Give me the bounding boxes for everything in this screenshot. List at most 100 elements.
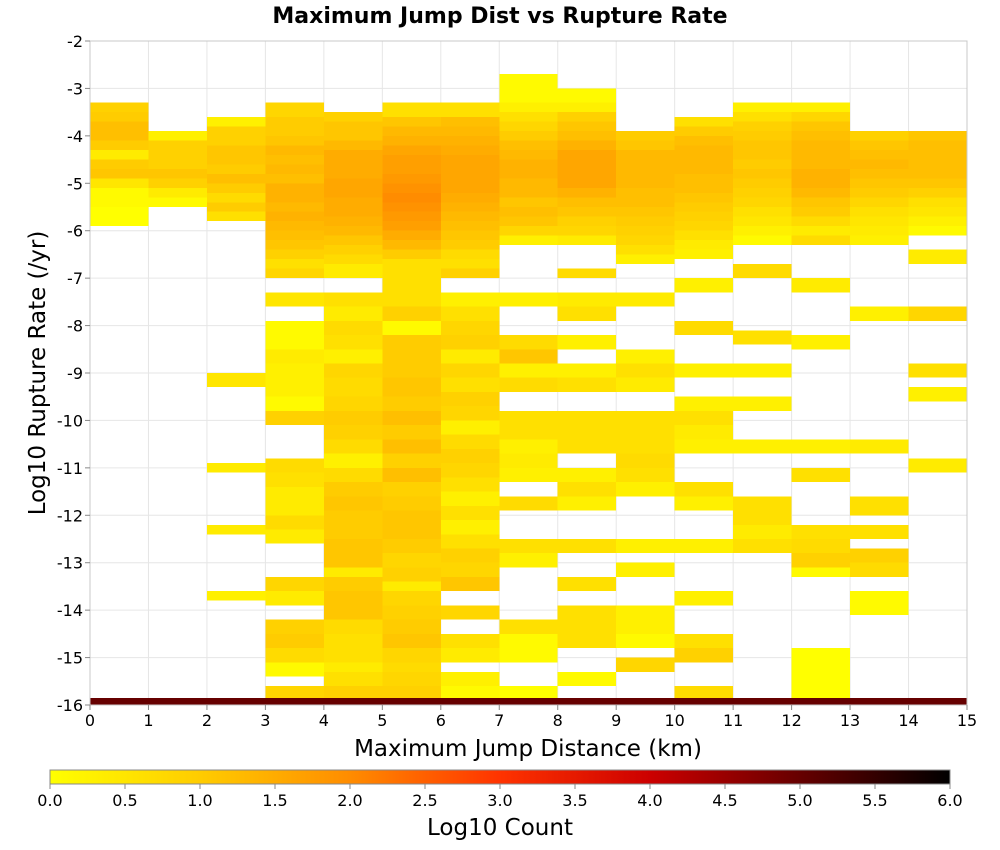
heatmap-cell — [499, 102, 558, 113]
x-tick-label: 2 — [202, 711, 212, 730]
heatmap-cell — [148, 188, 207, 198]
x-tick-label: 14 — [898, 711, 918, 730]
heatmap-cell — [616, 131, 675, 141]
heatmap-cell — [616, 225, 675, 236]
heatmap-cell — [206, 154, 266, 165]
heatmap-cell — [616, 188, 675, 198]
heatmap-cell — [499, 207, 558, 217]
heatmap-cell — [674, 192, 734, 203]
heatmap-cell — [382, 425, 441, 440]
heatmap-cell — [733, 150, 792, 160]
heatmap-cell — [616, 605, 675, 620]
heatmap-cell — [557, 377, 617, 392]
heatmap-cell — [674, 183, 734, 193]
heatmap-cell — [499, 159, 558, 170]
y-tick-label: -6 — [67, 222, 83, 241]
heatmap-cell — [908, 140, 967, 151]
heatmap-cell — [733, 112, 792, 122]
heatmap-cell — [206, 135, 266, 146]
heatmap-cell — [440, 491, 500, 506]
heatmap-cell — [323, 510, 383, 525]
heatmap-cell — [265, 268, 324, 279]
heatmap-cell — [382, 164, 441, 174]
y-tick-label: -10 — [57, 411, 83, 430]
heatmap-cell — [440, 605, 500, 620]
heatmap-cell — [440, 562, 500, 577]
heatmap-cell — [265, 126, 324, 136]
heatmap-cell — [616, 292, 675, 307]
heatmap-cell — [265, 501, 324, 516]
heatmap-cell — [323, 591, 383, 606]
heatmap-cell — [440, 534, 500, 549]
heatmap-cell — [440, 463, 500, 478]
heatmap-cell — [557, 178, 617, 189]
colorbar-tick-label: 1.0 — [187, 791, 212, 810]
heatmap-cell — [265, 230, 324, 241]
y-tick-label: -13 — [57, 554, 83, 573]
x-tick-label: 5 — [377, 711, 387, 730]
x-axis-label: Maximum Jump Distance (km) — [354, 736, 702, 762]
heatmap-cell — [616, 425, 675, 440]
heatmap-cell — [557, 335, 617, 350]
heatmap-cell — [499, 150, 558, 160]
heatmap-cell — [323, 619, 383, 634]
heatmap-cell — [674, 439, 734, 454]
heatmap-cell — [791, 197, 851, 207]
heatmap-cell — [323, 605, 383, 620]
heatmap-cell — [323, 453, 383, 468]
heatmap-cell — [440, 406, 500, 421]
heatmap-cell — [674, 320, 734, 336]
heatmap-cell — [674, 240, 734, 250]
heatmap-cell — [382, 102, 441, 117]
heatmap-cell — [791, 207, 851, 217]
heatmap-cell — [499, 131, 558, 141]
heatmap-cell — [557, 439, 617, 454]
heatmap-cell — [440, 477, 500, 492]
y-tick-label: -2 — [67, 32, 83, 51]
heatmap-cell — [265, 648, 324, 663]
heatmap-cell — [382, 192, 441, 203]
heatmap-cell — [557, 306, 617, 321]
heatmap-cell — [616, 169, 675, 179]
heatmap-cell — [440, 671, 500, 687]
heatmap-cell — [382, 553, 441, 568]
heatmap-cell — [791, 539, 851, 554]
heatmap-cell — [791, 278, 851, 293]
heatmap-cell — [382, 482, 441, 497]
heatmap-cell — [791, 112, 851, 122]
heatmap-cell — [265, 192, 324, 203]
heatmap-cell — [323, 335, 383, 350]
heatmap-cell — [674, 633, 734, 649]
heatmap-cell — [90, 159, 149, 170]
heatmap-cell — [265, 183, 324, 193]
heatmap-cell — [908, 458, 967, 473]
heatmap-cell — [499, 74, 558, 89]
heatmap-cell — [265, 116, 324, 127]
heatmap-cell — [850, 548, 909, 563]
heatmap-cell — [499, 553, 558, 568]
heatmap-cell — [382, 496, 441, 511]
heatmap-cell — [616, 140, 675, 151]
heatmap-cell — [382, 648, 441, 663]
colorbar — [49, 769, 951, 785]
heatmap-cell — [674, 135, 734, 146]
heatmap-cell — [499, 335, 558, 350]
heatmap-cell — [674, 539, 734, 554]
heatmap-cell — [557, 425, 617, 440]
heatmap-cell — [616, 235, 675, 245]
heatmap-cell — [265, 240, 324, 250]
heatmap-cell — [265, 591, 324, 606]
heatmap-cell — [674, 249, 734, 260]
heatmap-cell — [791, 553, 851, 568]
heatmap-cell — [850, 150, 909, 160]
heatmap-cell — [791, 467, 851, 483]
heatmap-cell — [557, 467, 617, 483]
heatmap-cell — [440, 126, 500, 136]
heatmap-cell — [440, 335, 500, 350]
heatmap-cell — [90, 102, 149, 113]
heatmap-cell — [206, 164, 266, 174]
heatmap-cell — [557, 169, 617, 179]
heatmap-cell — [90, 169, 149, 179]
heatmap-cell — [674, 496, 734, 511]
x-tick-label: 15 — [957, 711, 977, 730]
